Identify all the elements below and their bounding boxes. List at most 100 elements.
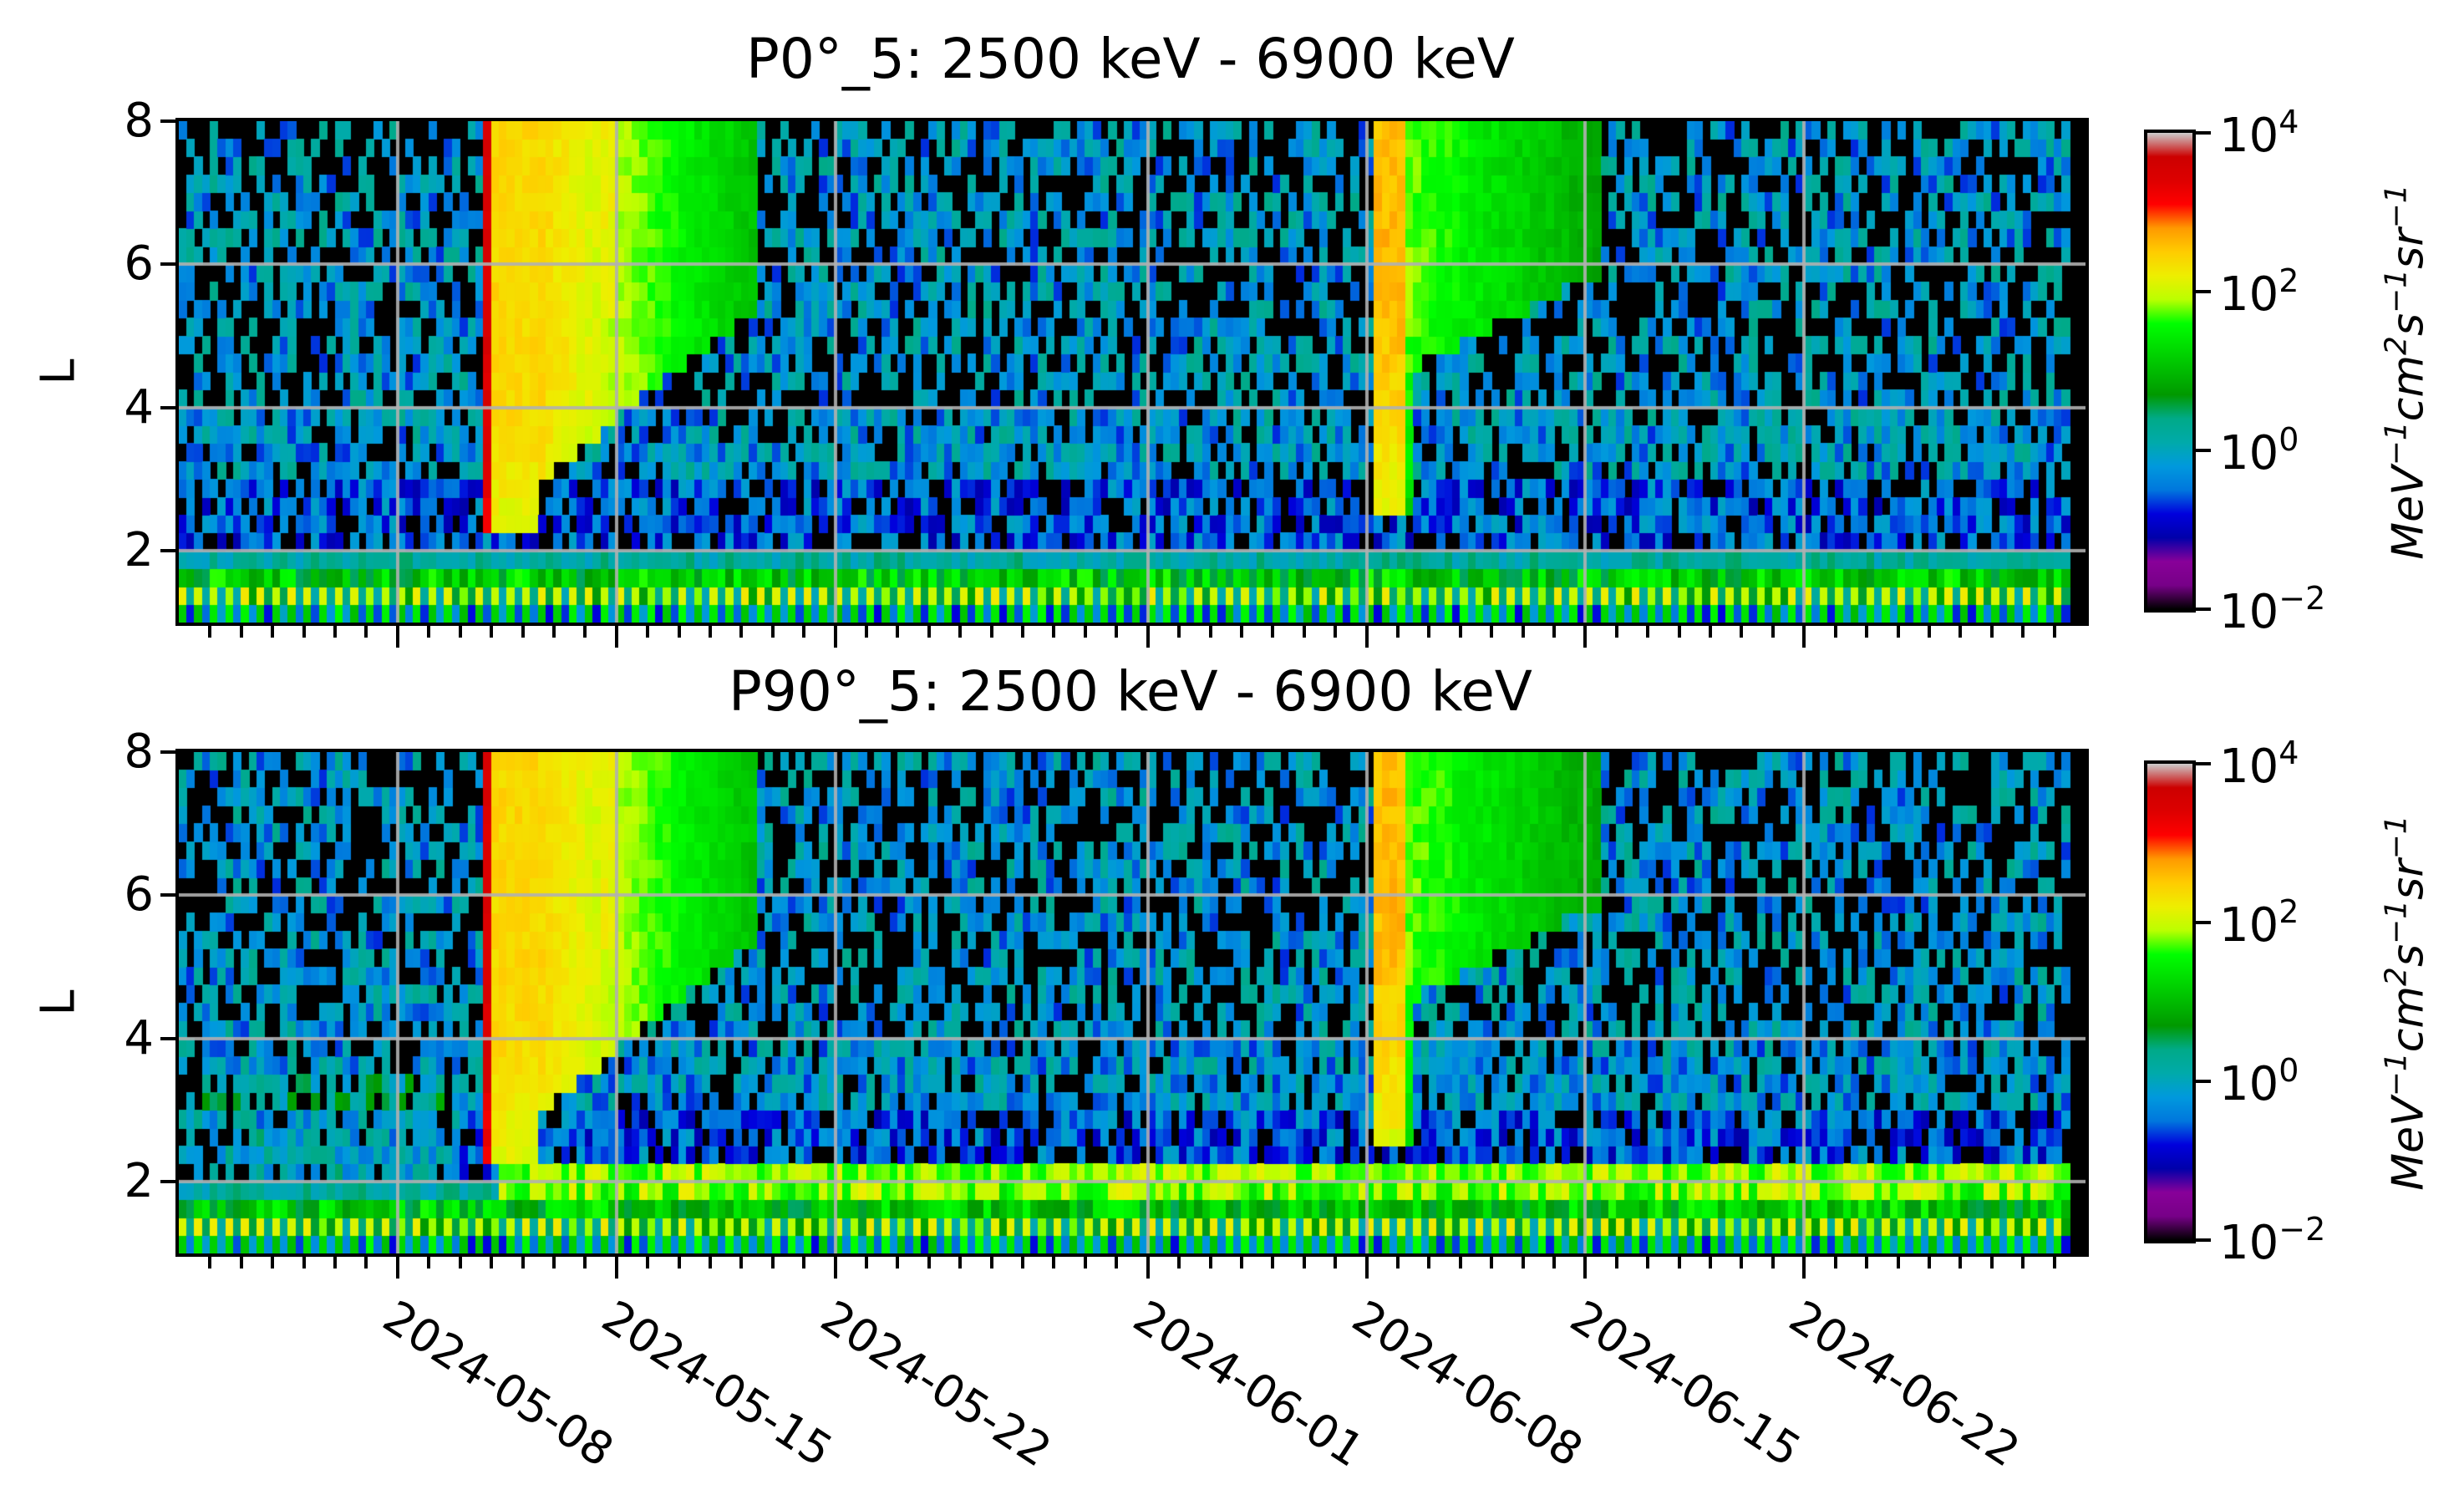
xtick-minor: [2021, 1257, 2025, 1269]
xtick-minor: [1927, 626, 1931, 638]
ytick-label: 6: [124, 867, 154, 923]
xtick-label: 2024-05-22: [811, 1290, 1060, 1477]
xtick-minor: [364, 1257, 368, 1269]
xtick-major: [1802, 1257, 1806, 1279]
xtick-major: [833, 626, 837, 648]
xtick-minor: [302, 1257, 306, 1269]
colorbar-tick-label: 100: [2219, 1052, 2299, 1111]
xtick-minor: [208, 626, 212, 638]
xtick-major: [614, 626, 618, 648]
xtick-minor: [1771, 1257, 1775, 1269]
xtick-minor: [427, 626, 431, 638]
xtick-minor: [521, 1257, 525, 1269]
xtick-minor: [1115, 1257, 1119, 1269]
colorbar-tick: [2196, 131, 2211, 135]
colorbar-tick: [2196, 921, 2211, 924]
xtick-minor: [1395, 626, 1400, 638]
xtick-minor: [1177, 626, 1181, 638]
colorbar-tick: [2196, 608, 2211, 611]
xtick-minor: [1865, 1257, 1869, 1269]
xtick-minor: [1677, 1257, 1681, 1269]
ytick-mark: [160, 119, 175, 123]
xtick-minor: [739, 626, 744, 638]
ytick-label: 8: [124, 94, 154, 148]
xtick-minor: [865, 626, 869, 638]
ytick-label: 4: [124, 1010, 154, 1065]
xtick-minor: [427, 1257, 431, 1269]
xtick-minor: [271, 626, 275, 638]
xtick-minor: [490, 626, 494, 638]
panel-2-ylabel: L: [31, 989, 86, 1016]
colorbar-tick: [2196, 1238, 2211, 1242]
xtick-minor: [1646, 1257, 1650, 1269]
xtick-minor: [551, 1257, 556, 1269]
xtick-minor: [1709, 626, 1713, 638]
panel-2-colorbar-label: MeV−1cm2s−1sr−1: [2379, 815, 2434, 1191]
xtick-minor: [1896, 1257, 1900, 1269]
xtick-major: [1364, 1257, 1369, 1279]
ytick-mark: [160, 750, 175, 754]
xtick-minor: [646, 1257, 650, 1269]
xtick-label: 2024-05-08: [373, 1290, 623, 1477]
panel-2-colorbar: [2144, 760, 2196, 1243]
xtick-minor: [364, 626, 368, 638]
xtick-minor: [708, 626, 712, 638]
xtick-minor: [490, 1257, 494, 1269]
xtick-minor: [1614, 626, 1618, 638]
xtick-minor: [646, 626, 650, 638]
xtick-minor: [583, 626, 587, 638]
xtick-minor: [1646, 626, 1650, 638]
xtick-minor: [1239, 626, 1243, 638]
xtick-minor: [333, 1257, 338, 1269]
xtick-minor: [2021, 626, 2025, 638]
xtick-minor: [1115, 626, 1119, 638]
xtick-minor: [1021, 626, 1025, 638]
xtick-minor: [458, 626, 462, 638]
xtick-label: 2024-06-08: [1343, 1290, 1592, 1477]
xtick-label: 2024-06-15: [1562, 1290, 1811, 1477]
xtick-minor: [2052, 1257, 2056, 1269]
ytick-label: 6: [124, 236, 154, 292]
colorbar-tick-label: 102: [2219, 262, 2299, 322]
xtick-minor: [1208, 626, 1212, 638]
xtick-minor: [802, 1257, 806, 1269]
xtick-label: 2024-06-22: [1780, 1290, 2030, 1477]
xtick-minor: [708, 1257, 712, 1269]
ytick-label: 2: [124, 1154, 154, 1209]
panel-2-title: P90°_5: 2500 keV - 6900 keV: [729, 659, 1532, 724]
xtick-minor: [1458, 626, 1462, 638]
xtick-minor: [1334, 1257, 1338, 1269]
xtick-minor: [1271, 626, 1275, 638]
xtick-minor: [739, 1257, 744, 1269]
xtick-minor: [1271, 1257, 1275, 1269]
ytick-label: 2: [124, 523, 154, 578]
xtick-major: [614, 1257, 618, 1279]
xtick-minor: [1771, 626, 1775, 638]
xtick-minor: [989, 626, 993, 638]
ytick-mark: [160, 405, 175, 409]
panel-1-heatmap: [175, 118, 2089, 626]
panel-2-heatmap: [175, 749, 2089, 1257]
xtick-minor: [865, 1257, 869, 1269]
xtick-minor: [333, 626, 338, 638]
xtick-minor: [521, 626, 525, 638]
xtick-minor: [1427, 626, 1431, 638]
ytick-label: 8: [124, 724, 154, 779]
panel-1-title: P0°_5: 2500 keV - 6900 keV: [746, 27, 1515, 91]
ytick-mark: [160, 262, 175, 267]
xtick-minor: [989, 1257, 993, 1269]
xtick-minor: [1521, 1257, 1525, 1269]
panel-2-heatmap-canvas: [179, 752, 2086, 1253]
xtick-major: [395, 1257, 399, 1279]
xtick-minor: [677, 1257, 681, 1269]
xtick-major: [1802, 626, 1806, 648]
xtick-minor: [1865, 626, 1869, 638]
xtick-major: [1364, 626, 1369, 648]
colorbar-tick: [2196, 1080, 2211, 1083]
colorbar-tick-label: 104: [2219, 104, 2299, 163]
colorbar-tick-label: 10−2: [2219, 1211, 2326, 1270]
xtick-minor: [208, 1257, 212, 1269]
xtick-minor: [271, 1257, 275, 1269]
xtick-minor: [1302, 626, 1306, 638]
xtick-minor: [1833, 626, 1837, 638]
